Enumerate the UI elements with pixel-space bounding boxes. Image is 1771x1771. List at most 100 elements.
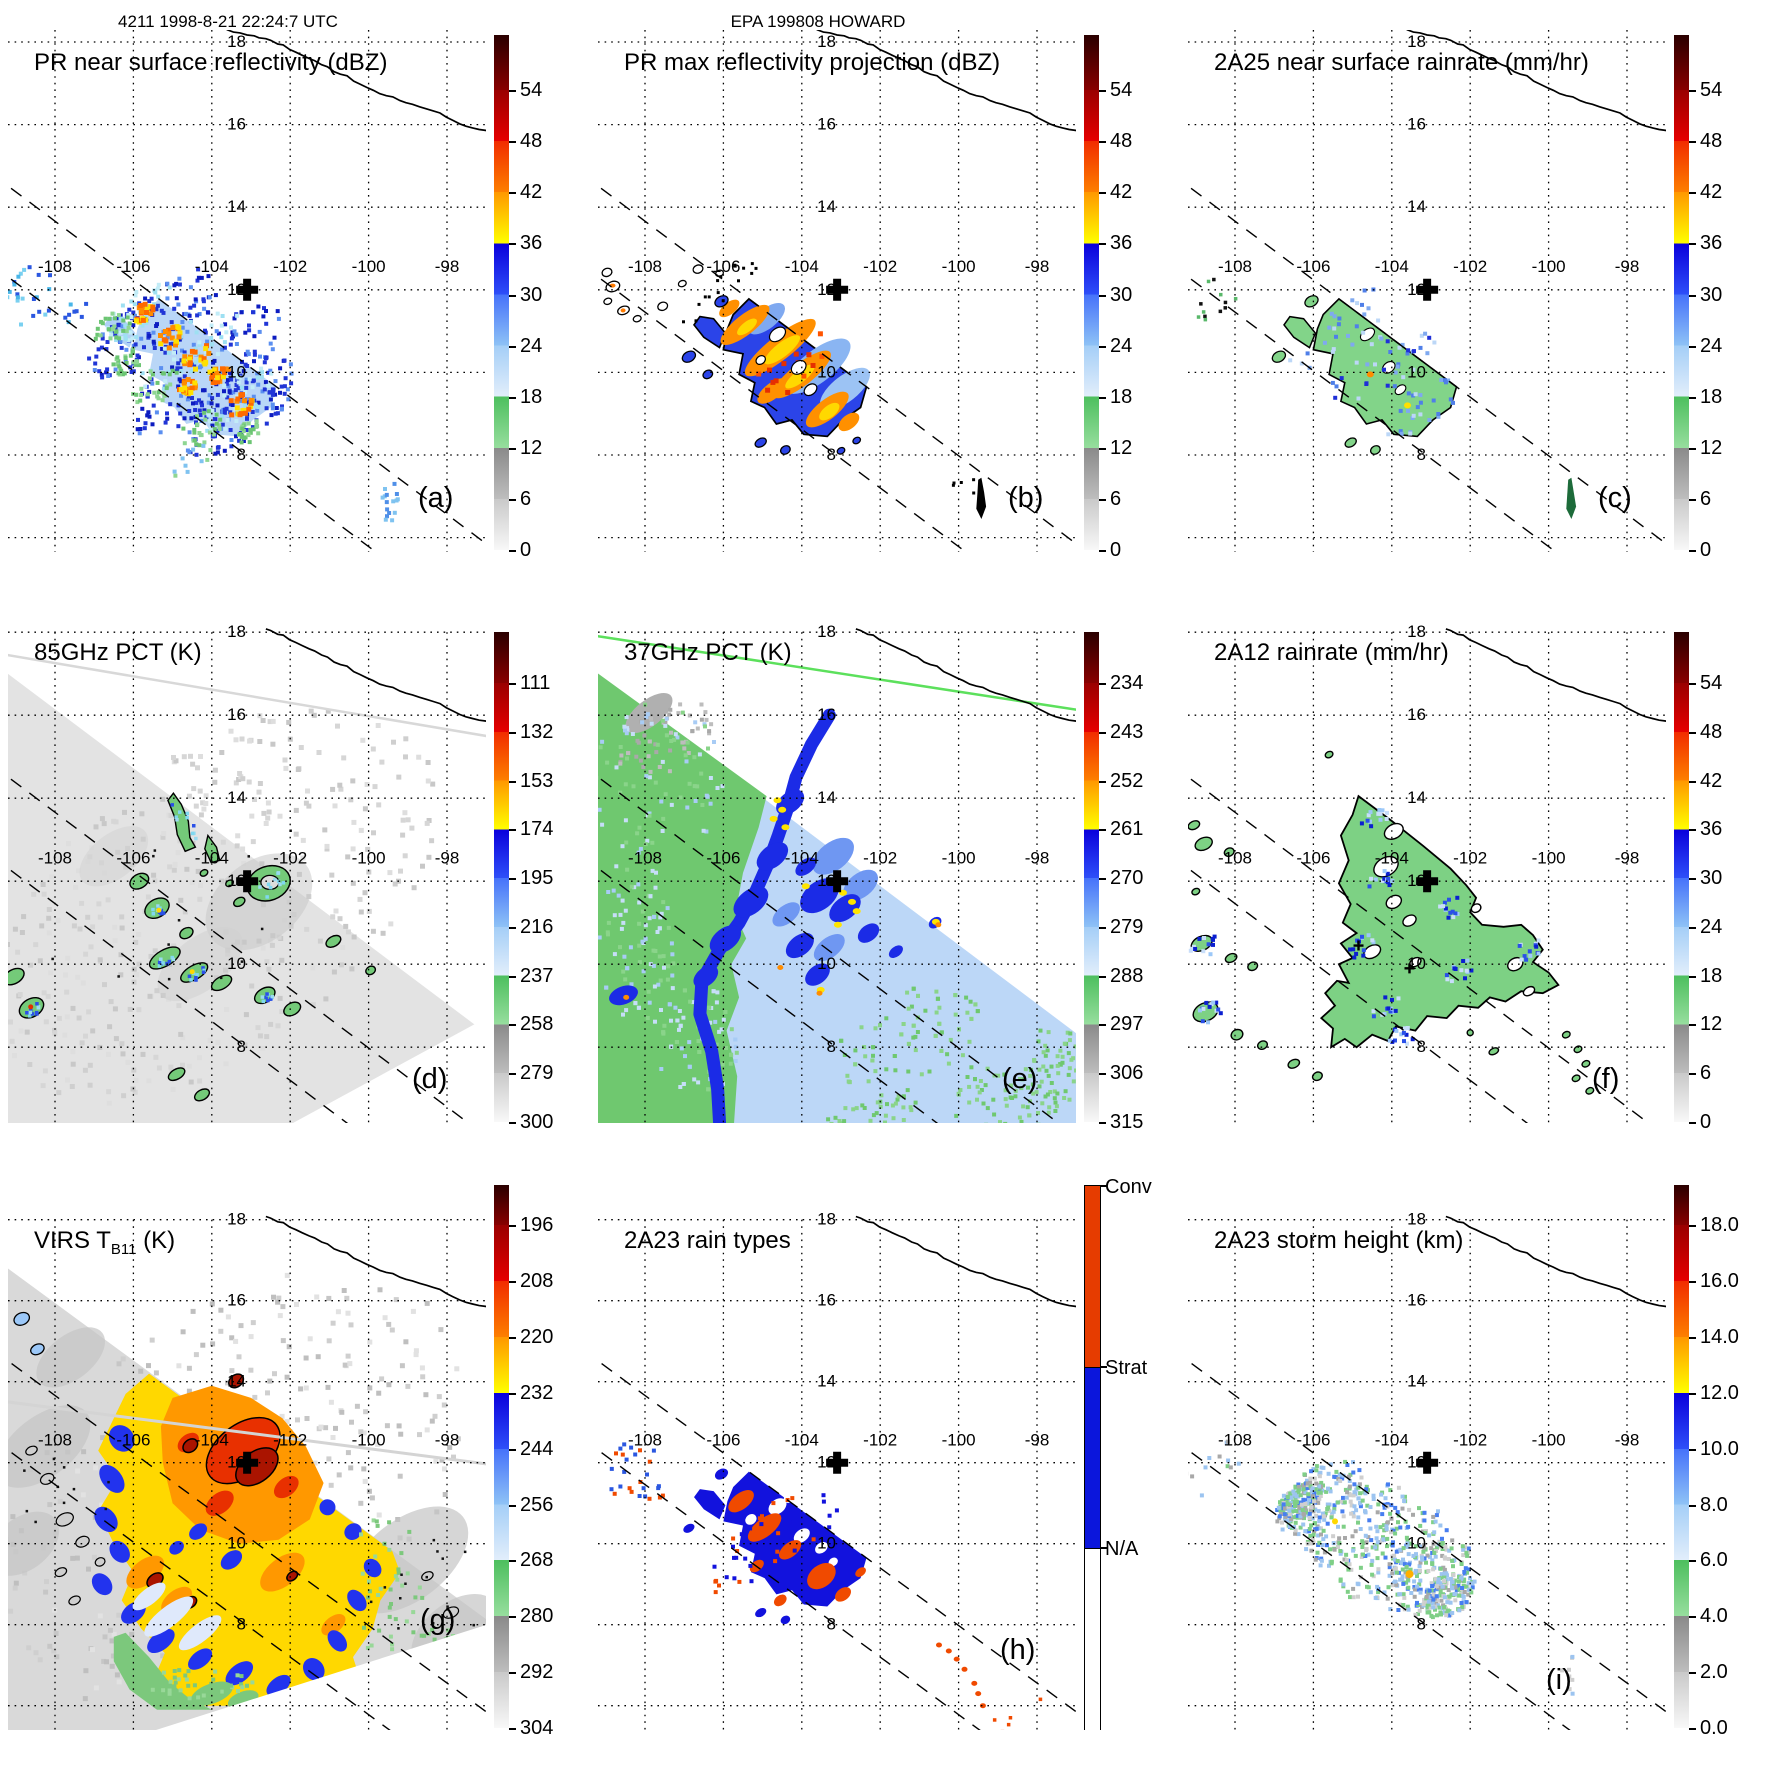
colorbar-tick-label: 234 [1110,671,1144,694]
lon-tick-label: -102 [1453,1430,1487,1449]
lon-tick-label: -104 [785,1430,819,1449]
storm-center-cross [236,278,259,301]
lat-tick-label: 18 [817,32,836,51]
storm-center-cross [826,278,849,301]
colorbar-tick [1099,878,1106,881]
lat-tick-label: 18 [1407,32,1426,51]
colorbar-tick-label: 18 [1110,385,1133,408]
colorbar-tick [1099,90,1106,93]
lon-tick-label: -106 [1296,257,1330,276]
colorbar-tick [1099,731,1106,734]
colorbar-tick-label: 0 [520,539,532,561]
colorbar-tick-label: 18 [1700,964,1723,987]
lon-tick-label: -104 [195,1430,229,1449]
lon-tick-label: -108 [628,257,662,276]
colorbar-tick [1689,1672,1696,1675]
colorbar-tick [509,1073,516,1076]
colorbar-i [1674,1185,1689,1728]
storm-center-cross [236,870,259,893]
colorbar-tick-label: 48 [1700,720,1723,743]
colorbar-tick-label: 220 [520,1325,554,1348]
lat-tick-label: 8 [237,445,246,464]
colorbar-tick [1689,294,1696,297]
raintype-segment [1085,1367,1100,1549]
lon-tick-label: -100 [1532,257,1566,276]
colorbar-tick-label: 279 [1110,915,1144,938]
colorbar-tick-label: 4.0 [1700,1605,1728,1628]
colorbar-tick [509,829,516,832]
lon-tick-label: -104 [195,257,229,276]
lon-tick-label: -106 [116,848,150,867]
colorbar-tick [1689,975,1696,978]
lon-tick-label: -102 [1453,257,1487,276]
colorbar-tick-label: 14.0 [1700,1325,1739,1348]
colorbar-tick [1689,243,1696,246]
raintype-label: Strat [1105,1357,1148,1379]
lon-tick-label: -102 [273,1430,307,1449]
lat-tick-label: 18 [817,622,836,641]
colorbar-tick-label: 16.0 [1700,1270,1739,1293]
colorbar-tick [1689,1281,1696,1284]
colorbar-d [494,632,509,1122]
colorbar-tick-label: 232 [520,1381,554,1404]
colorbar-tick-label: 12 [520,436,543,459]
colorbar-tick-label: 30 [1110,283,1133,306]
colorbar-tick-label: 36 [1110,232,1133,255]
colorbar-tick-label: 30 [520,283,543,306]
colorbar-tick [1099,926,1106,929]
lon-tick-label: -106 [116,257,150,276]
lat-tick-label: 10 [227,1534,246,1553]
overpass-title: 4211 1998-8-21 22:24:7 UTC [118,12,338,31]
colorbar-tick-label: 42 [1110,181,1133,204]
colorbar-tick [1689,498,1696,501]
colorbar-tick-label: 18.0 [1700,1214,1739,1237]
lon-tick-label: -100 [352,848,386,867]
lon-tick-label: -106 [1296,1430,1330,1449]
lat-tick-label: 10 [817,954,836,973]
colorbar-tick [509,447,516,450]
lat-tick-label: 18 [1407,622,1426,641]
lat-tick-label: 14 [1407,788,1426,807]
storm-center-cross [1416,278,1439,301]
colorbar-tick-label: 2.0 [1700,1661,1728,1684]
colorbar-tick [1689,1616,1696,1619]
colorbar-tick-label: 42 [1700,769,1723,792]
map-e: 18161412108-108-106-104-102-100-98 [598,622,1076,1123]
lat-tick-label: 14 [227,1372,246,1391]
colorbar-tick-label: 30 [1700,867,1723,890]
lon-tick-label: -108 [1218,257,1252,276]
colorbar-tick-label: 10.0 [1700,1437,1739,1460]
colorbar-tick [1689,780,1696,783]
lon-tick-label: -100 [942,257,976,276]
lat-tick-label: 8 [827,445,836,464]
colorbar-tick [1099,780,1106,783]
lon-tick-label: -108 [1218,848,1252,867]
raintype-label: Conv [1105,1176,1152,1198]
raintype-segment [1085,1186,1100,1367]
colorbar-g [494,1185,509,1728]
colorbar-tick-label: 12.0 [1700,1381,1739,1404]
lon-tick-label: -98 [1025,257,1050,276]
lon-tick-label: -100 [942,848,976,867]
lon-tick-label: -98 [435,848,460,867]
colorbar-tick-label: 315 [1110,1111,1144,1133]
colorbar-tick-label: 0 [1110,539,1122,561]
lon-tick-label: -104 [1375,848,1409,867]
colorbar-tick-label: 304 [520,1717,554,1739]
colorbar-tick [1100,1366,1107,1368]
colorbar-tick [1689,1336,1696,1339]
lon-tick-label: -106 [116,1430,150,1449]
raintype-segment [1085,1548,1100,1730]
colorbar-tick [509,192,516,195]
colorbar-tick-label: 6 [1700,1062,1712,1085]
colorbar-tick-label: 153 [520,769,554,792]
colorbar-tick-label: 54 [520,79,543,102]
lat-tick-label: 10 [1407,1534,1426,1553]
lon-tick-label: -98 [1025,848,1050,867]
colorbar-tick-label: 292 [520,1661,554,1684]
colorbar-tick [509,243,516,246]
lat-tick-label: 18 [227,32,246,51]
panel-letter-e: (e) [1002,1063,1038,1095]
panel-letter-b: (b) [1008,482,1044,514]
colorbar-tick-label: 6 [1110,487,1122,510]
